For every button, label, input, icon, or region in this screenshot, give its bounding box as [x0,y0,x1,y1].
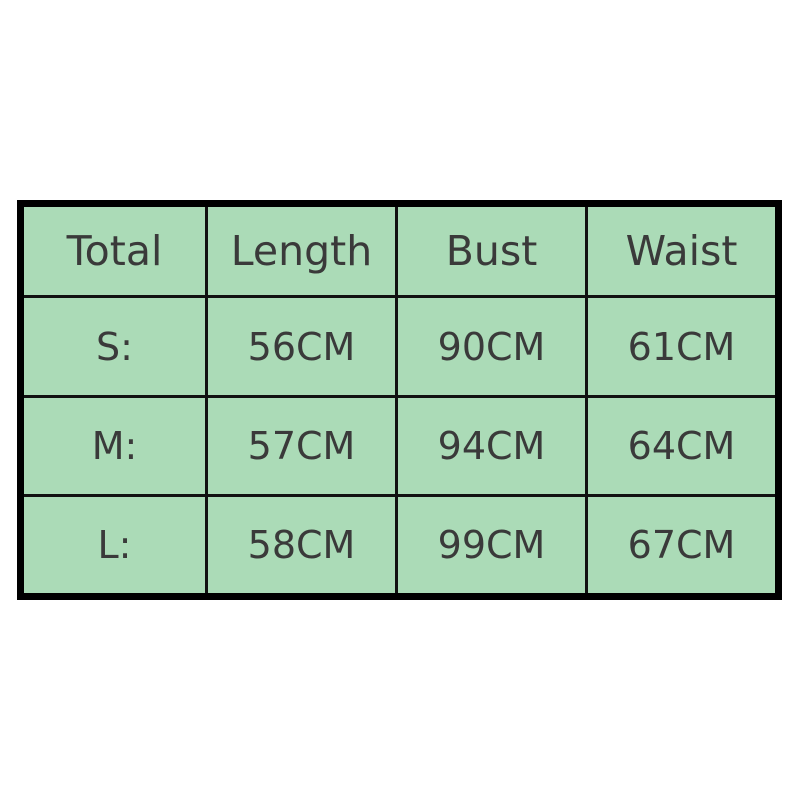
bust-m: 94CM [398,398,588,497]
waist-m: 64CM [588,398,775,497]
size-label-m: M: [24,398,208,497]
waist-l: 67CM [627,523,736,567]
waist-s: 61CM [588,298,775,398]
bust-s: 90CM [398,298,588,398]
bust-l: 99CM [398,497,588,593]
length-s: 56CM [208,298,398,398]
size-label-l: L: [24,497,208,593]
length-l: 58CM [208,497,398,593]
header-length: Length [208,207,398,298]
header-total: Total [24,207,208,298]
header-bust: Bust [398,207,588,298]
length-m: 57CM [208,398,398,497]
size-label-s: S: [24,298,208,398]
header-waist: Waist [588,207,775,298]
size-chart-table: Total Length Bust Waist S: 56CM 90CM 61C… [17,200,782,600]
